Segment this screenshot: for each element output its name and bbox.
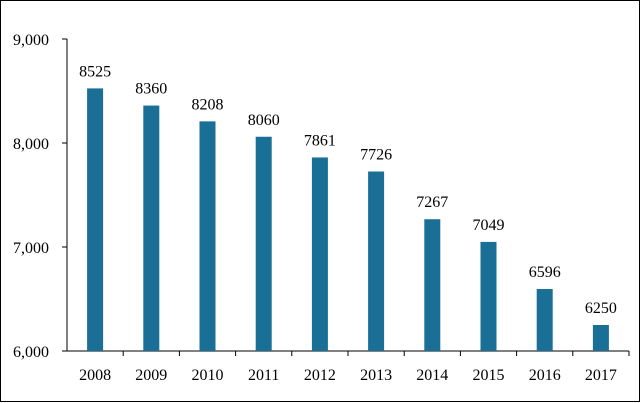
bar-2015 [480,241,497,351]
bar-2009 [143,105,160,351]
bar-2008 [87,88,104,352]
data-label: 7049 [473,217,505,234]
data-label: 6596 [529,264,561,281]
x-tick-label: 2010 [192,367,224,384]
x-tick-label: 2015 [473,367,505,384]
data-label: 6250 [585,300,617,317]
data-label: 8360 [135,81,167,98]
data-label: 7267 [416,194,448,211]
x-tick-label: 2017 [585,367,617,384]
y-tick-label: 6,000 [13,344,49,361]
y-tick-label: 7,000 [13,240,49,257]
data-label: 7861 [304,132,336,149]
bar-2012 [311,157,328,351]
x-tick-label: 2008 [79,367,111,384]
y-tick-label: 9,000 [13,32,49,49]
data-label: 7726 [360,146,392,163]
x-tick-label: 2013 [360,367,392,384]
x-tick-label: 2012 [304,367,336,384]
y-tick-label: 8,000 [13,136,49,153]
x-tick-label: 2014 [416,367,448,384]
data-label: 8208 [192,96,224,113]
bar-2017 [592,325,609,351]
x-tick-label: 2011 [248,367,279,384]
data-label: 8525 [79,63,111,80]
x-tick-label: 2016 [529,367,561,384]
data-label: 8060 [248,112,280,129]
x-tick-label: 2009 [135,367,167,384]
bar-2016 [536,289,553,351]
bar-2013 [368,171,385,351]
bar-2011 [255,136,272,351]
bar-2010 [199,121,216,351]
bar-2014 [424,219,441,351]
